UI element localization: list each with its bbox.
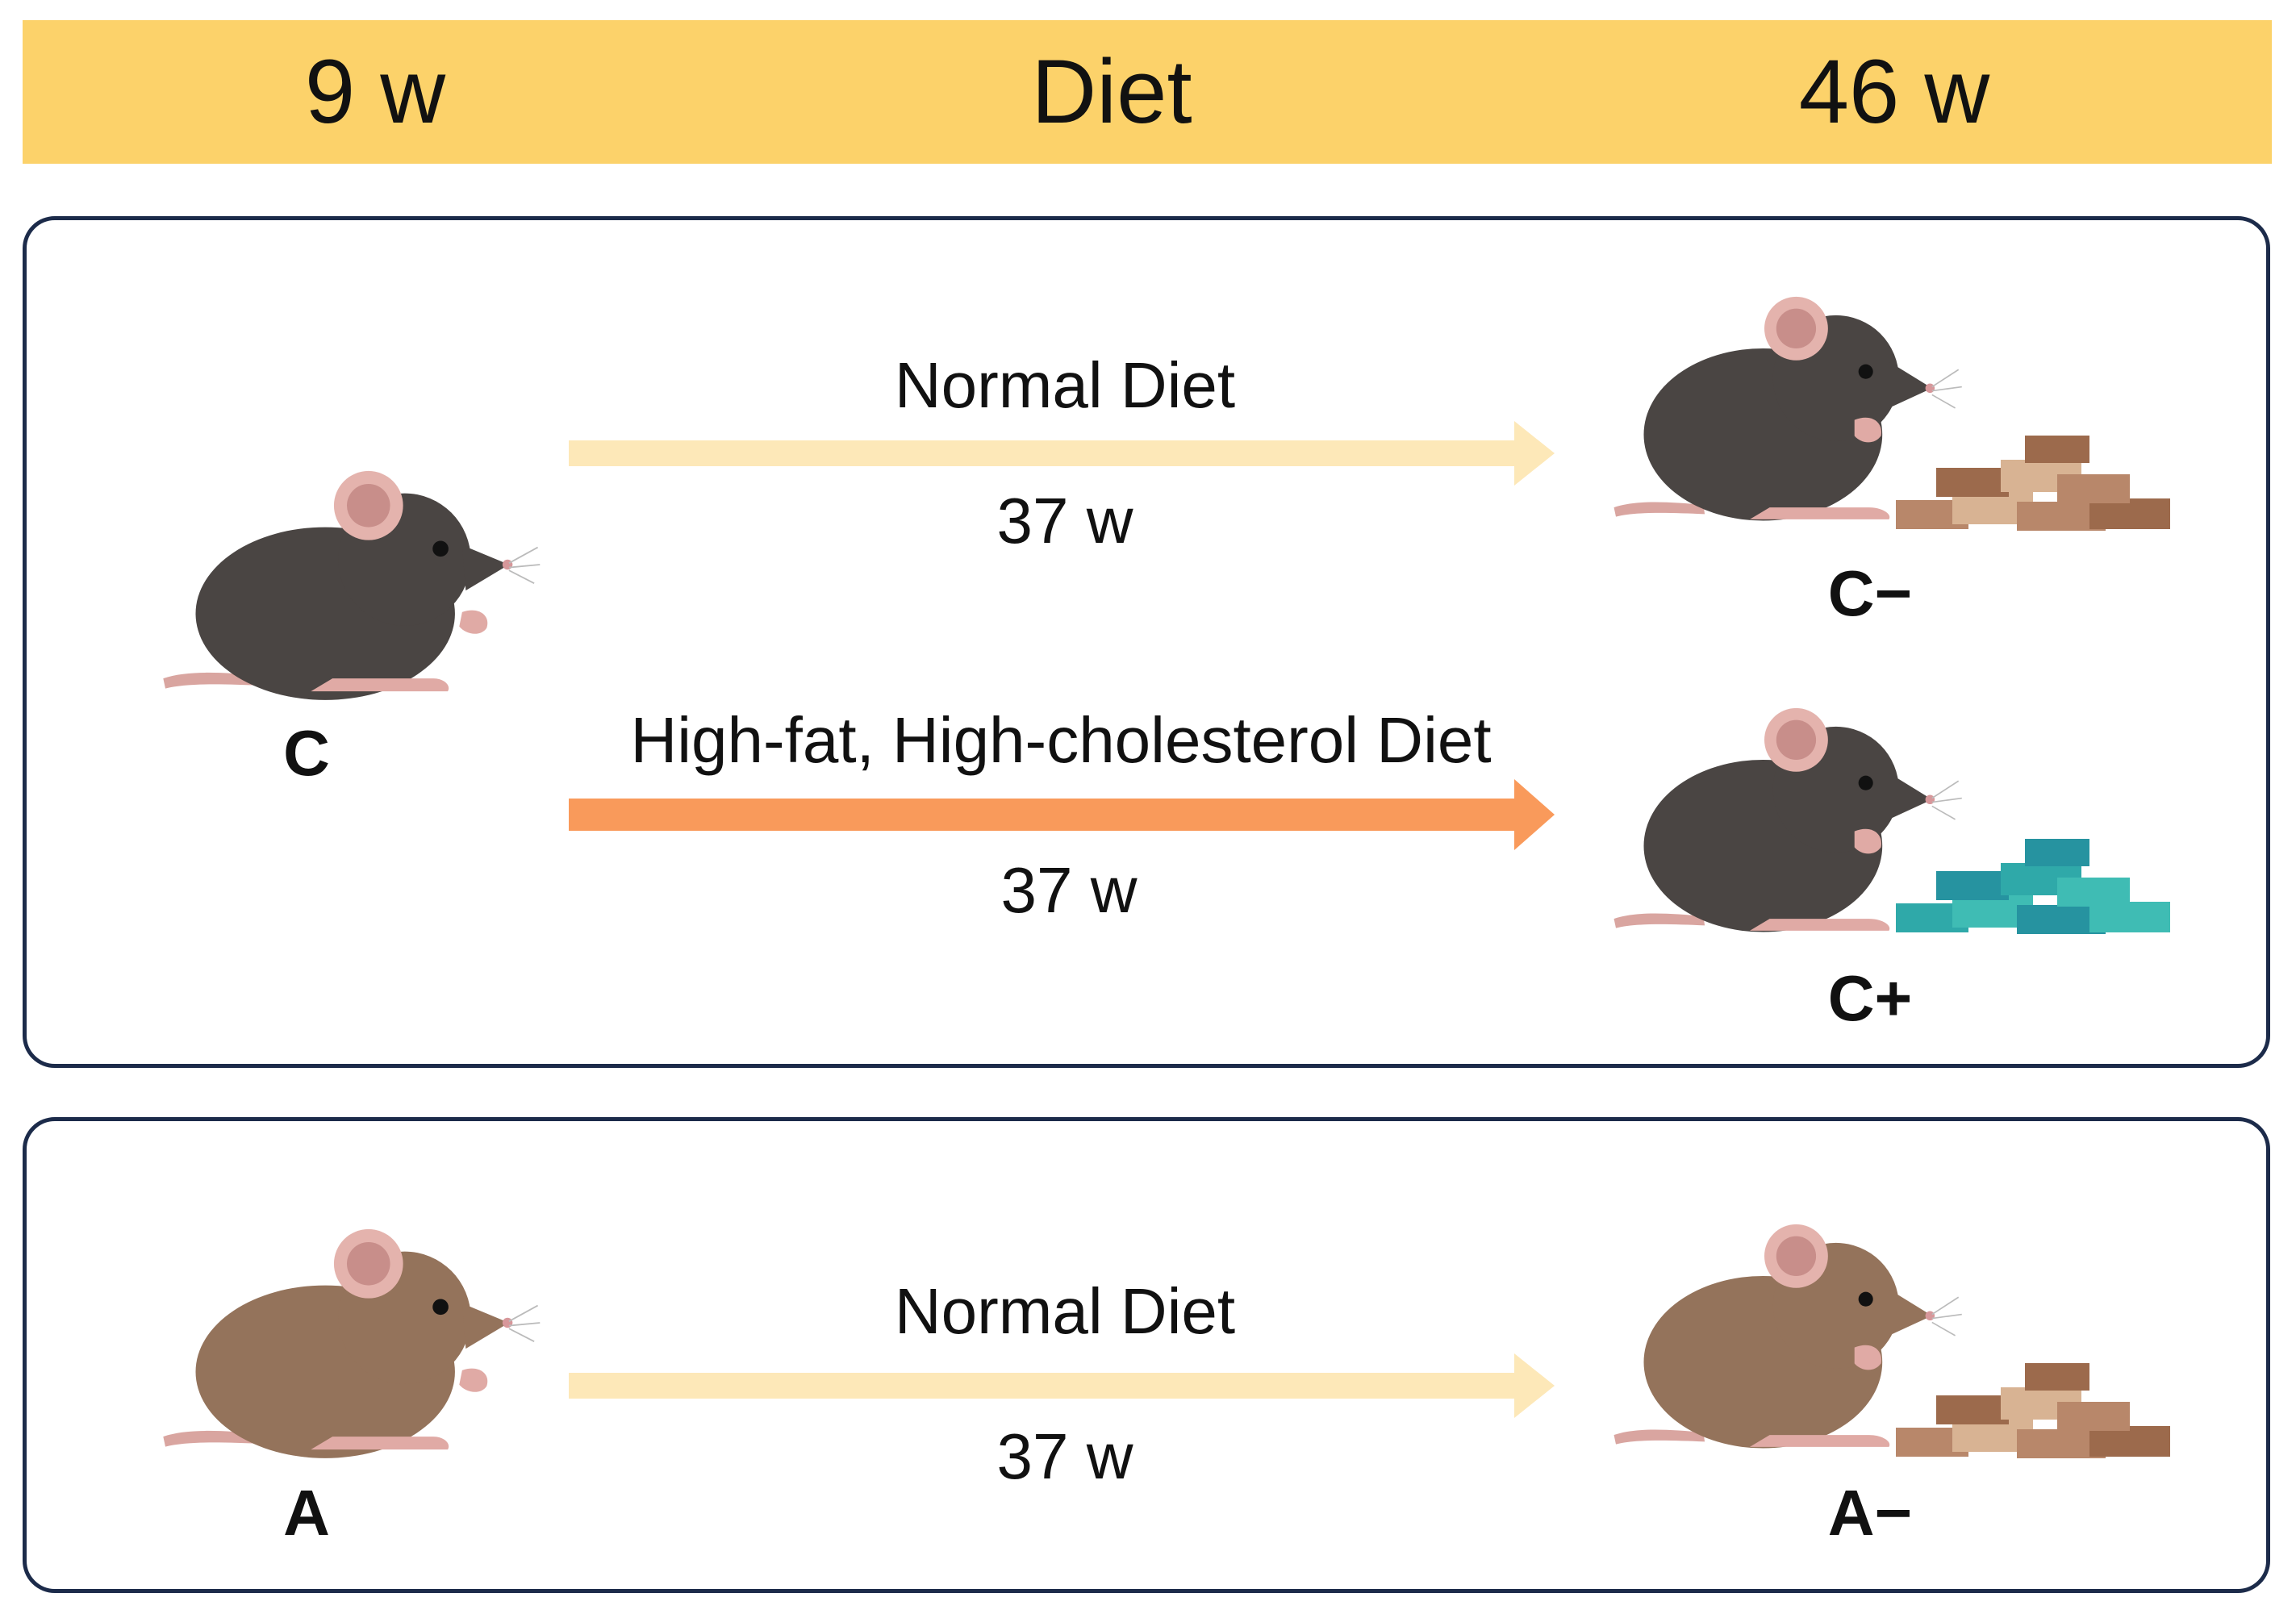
normal-chow-pile-icon bbox=[1896, 436, 2170, 531]
hfhc-chow-pile-icon bbox=[1896, 839, 2170, 934]
group-label-a-minus: A− bbox=[1827, 1477, 1913, 1549]
group-label-c-plus: C+ bbox=[1827, 962, 1913, 1034]
mouse-a-start-icon bbox=[162, 1228, 541, 1459]
diet-phase-label: Diet bbox=[1031, 41, 1192, 142]
duration-label-hfhc: 37 w bbox=[1000, 854, 1138, 926]
diet-label-normal-c: Normal Diet bbox=[894, 349, 1236, 421]
start-age-label: 9 w bbox=[304, 41, 446, 142]
group-label-c-minus: C− bbox=[1827, 557, 1913, 629]
normal-chow-pile-a-icon bbox=[1896, 1363, 2170, 1458]
duration-label-normal-a: 37 w bbox=[996, 1420, 1133, 1492]
diet-label-normal-a: Normal Diet bbox=[894, 1275, 1236, 1347]
group-label-a: A bbox=[283, 1477, 330, 1549]
timeline-header: 9 w Diet 46 w bbox=[23, 20, 2272, 164]
group-label-c: C bbox=[283, 717, 330, 789]
mouse-c-start-icon bbox=[162, 470, 541, 701]
arrow-hfhc-diet bbox=[569, 779, 1555, 850]
duration-label-normal-c: 37 w bbox=[996, 485, 1133, 557]
arrow-normal-diet-a bbox=[569, 1353, 1555, 1418]
diet-label-hfhc: High-fat, High-cholesterol Diet bbox=[630, 704, 1492, 776]
end-age-label: 46 w bbox=[1798, 41, 1990, 142]
arrow-normal-diet-c bbox=[569, 421, 1555, 486]
